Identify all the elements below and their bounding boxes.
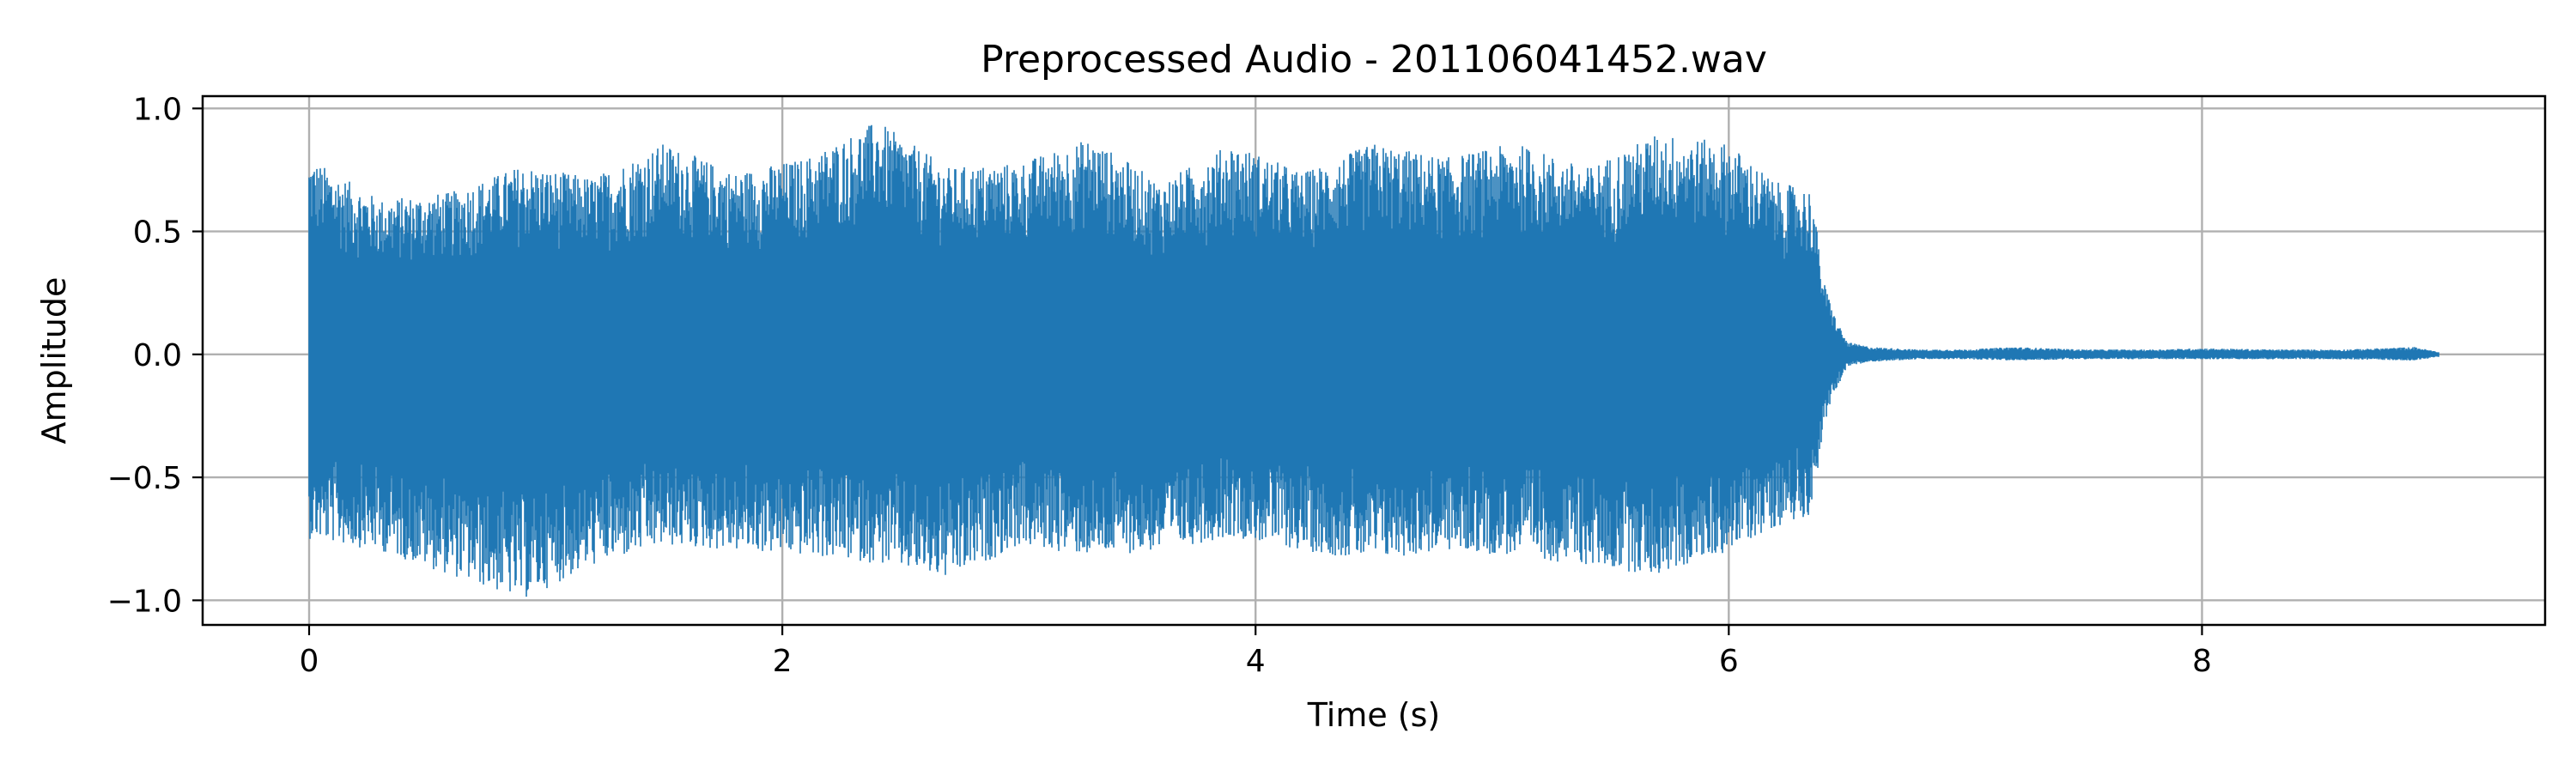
- y-tick-label: −1.0: [107, 584, 182, 619]
- x-tick-label: 2: [773, 644, 793, 679]
- y-tick-label: 0.0: [133, 338, 182, 373]
- y-tick-label: −0.5: [107, 461, 182, 496]
- waveform-line: [308, 124, 2439, 597]
- x-axis-label: Time (s): [1307, 696, 1441, 734]
- x-tick-label: 6: [1719, 644, 1739, 679]
- y-axis-label: Amplitude: [35, 277, 73, 445]
- x-tick-label: 4: [1246, 644, 1266, 679]
- y-tick-label: 1.0: [133, 92, 182, 127]
- waveform-series: [308, 124, 2439, 597]
- y-tick-label: 0.5: [133, 215, 182, 251]
- x-axis-ticks: 0 2 4 6 8: [300, 625, 2212, 679]
- plot-frame: [201, 94, 2547, 627]
- y-axis-ticks: 1.0 0.5 0.0 −0.5 −1.0: [107, 92, 203, 619]
- x-tick-label: 0: [300, 644, 319, 679]
- chart-title: Preprocessed Audio - 201106041452.wav: [981, 38, 1767, 82]
- x-tick-label: 8: [2192, 644, 2212, 679]
